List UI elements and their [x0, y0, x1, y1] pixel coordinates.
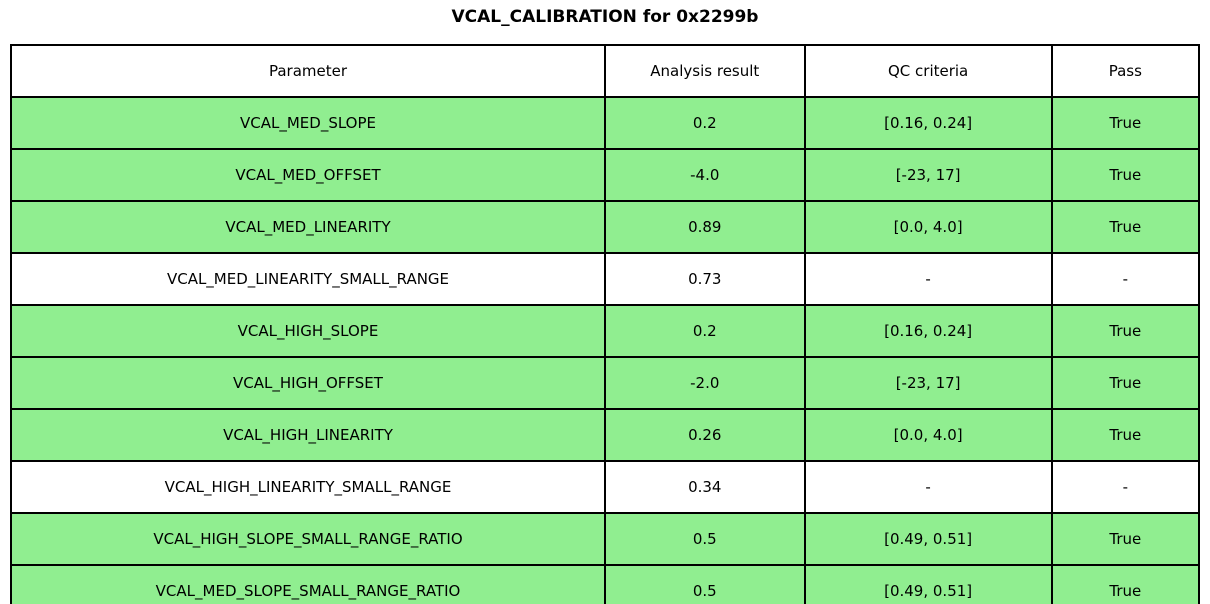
cell-pass: True: [1050, 200, 1201, 254]
cell-qc-criteria: [0.0, 4.0]: [803, 408, 1053, 462]
cell-parameter: VCAL_HIGH_LINEARITY_SMALL_RANGE: [10, 460, 606, 514]
table-row: VCAL_HIGH_OFFSET -2.0 [-23, 17] True: [10, 356, 1201, 410]
cell-qc-criteria: [-23, 17]: [803, 356, 1053, 410]
cell-analysis-result: 0.5: [604, 564, 806, 604]
cell-pass: True: [1050, 408, 1201, 462]
table-row: VCAL_HIGH_SLOPE 0.2 [0.16, 0.24] True: [10, 304, 1201, 358]
cell-parameter: VCAL_MED_SLOPE_SMALL_RANGE_RATIO: [10, 564, 606, 604]
cell-parameter: VCAL_HIGH_OFFSET: [10, 356, 606, 410]
cell-pass: True: [1050, 148, 1201, 202]
cell-analysis-result: 0.2: [604, 304, 806, 358]
cell-analysis-result: 0.89: [604, 200, 806, 254]
cell-pass: -: [1050, 460, 1201, 514]
cell-analysis-result: -4.0: [604, 148, 806, 202]
table-row: VCAL_MED_LINEARITY_SMALL_RANGE 0.73- -: [10, 252, 1201, 306]
cell-qc-criteria: [0.49, 0.51]: [803, 512, 1053, 566]
cell-pass: True: [1050, 356, 1201, 410]
qc-table-body: Parameter Analysis result QC criteria Pa…: [10, 44, 1201, 604]
cell-analysis-result: 0.5: [604, 512, 806, 566]
cell-analysis-result: 0.26: [604, 408, 806, 462]
cell-pass: -: [1050, 252, 1201, 306]
cell-qc-criteria: [0.16, 0.24]: [803, 96, 1053, 150]
cell-pass: True: [1050, 304, 1201, 358]
cell-parameter: VCAL_MED_SLOPE: [10, 96, 606, 150]
cell-analysis-result: 0.34: [604, 460, 806, 514]
cell-pass: True: [1050, 96, 1201, 150]
cell-parameter: VCAL_HIGH_LINEARITY: [10, 408, 606, 462]
table-row: VCAL_MED_SLOPE 0.2 [0.16, 0.24] True: [10, 96, 1201, 150]
cell-qc-criteria: [0.49, 0.51]: [803, 564, 1053, 604]
cell-qc-criteria: -: [803, 252, 1053, 306]
cell-analysis-result: 0.73: [604, 252, 806, 306]
cell-qc-criteria: [-23, 17]: [803, 148, 1053, 202]
table-row: VCAL_HIGH_LINEARITY 0.26 [0.0, 4.0] True: [10, 408, 1201, 462]
table-row: VCAL_MED_LINEARITY 0.89 [0.0, 4.0] True: [10, 200, 1201, 254]
cell-parameter: VCAL_MED_OFFSET: [10, 148, 606, 202]
cell-pass: True: [1050, 564, 1201, 604]
cell-parameter: VCAL_MED_LINEARITY_SMALL_RANGE: [10, 252, 606, 306]
column-header-analysis-result: Analysis result: [604, 44, 806, 98]
table-row: VCAL_MED_OFFSET -4.0 [-23, 17] True: [10, 148, 1201, 202]
column-header-parameter: Parameter: [10, 44, 606, 98]
cell-qc-criteria: [0.0, 4.0]: [803, 200, 1053, 254]
cell-parameter: VCAL_HIGH_SLOPE: [10, 304, 606, 358]
cell-qc-criteria: [0.16, 0.24]: [803, 304, 1053, 358]
cell-qc-criteria: -: [803, 460, 1053, 514]
table-row: VCAL_MED_SLOPE_SMALL_RANGE_RATIO 0.5 [0.49…: [10, 564, 1201, 604]
cell-parameter: VCAL_HIGH_SLOPE_SMALL_RANGE_RATIO: [10, 512, 606, 566]
cell-analysis-result: 0.2: [604, 96, 806, 150]
cell-parameter: VCAL_MED_LINEARITY: [10, 200, 606, 254]
cell-pass: True: [1050, 512, 1201, 566]
column-header-pass: Pass: [1050, 44, 1201, 98]
table-row: VCAL_HIGH_SLOPE_SMALL_RANGE_RATIO 0.5 [0.4…: [10, 512, 1201, 566]
qc-criteria-table: Parameter Analysis result QC criteria Pa…: [10, 44, 1201, 604]
page-title: VCAL_CALIBRATION for 0x2299b: [451, 7, 759, 27]
table-header-row: Parameter Analysis result QC criteria Pa…: [10, 44, 1201, 98]
cell-analysis-result: -2.0: [604, 356, 806, 410]
table-row: VCAL_HIGH_LINEARITY_SMALL_RANGE 0.34- -: [10, 460, 1201, 514]
column-header-qc-criteria: QC criteria: [803, 44, 1053, 98]
